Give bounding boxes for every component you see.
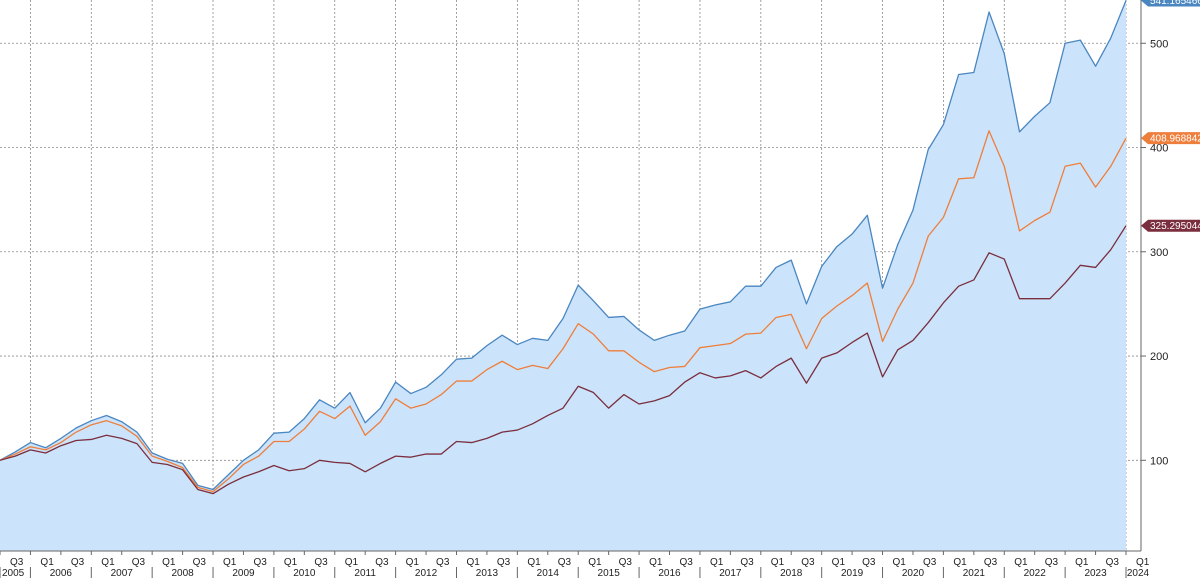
x-tick-quarter: Q1 — [710, 557, 724, 568]
y-tick-label: 100 — [1150, 455, 1168, 467]
y-tick-label: 400 — [1150, 143, 1168, 155]
x-tick-year: 2019 — [841, 568, 864, 578]
x-tick-quarter: Q3 — [680, 557, 694, 568]
area-fill — [0, 0, 1126, 551]
x-tick-quarter: Q3 — [253, 557, 267, 568]
last-value-tag-1: 541.165466 — [1141, 0, 1200, 7]
x-tick-quarter: Q3 — [132, 557, 146, 568]
tag-label: 408.968842 — [1150, 134, 1200, 145]
x-tick-year: 2014 — [537, 568, 560, 578]
y-tick-label: 200 — [1150, 351, 1168, 363]
x-tick-quarter: Q3 — [801, 557, 815, 568]
tag-label: 541.165466 — [1150, 0, 1200, 7]
x-tick-year: 2020 — [902, 568, 925, 578]
x-tick-quarter: Q3 — [862, 557, 876, 568]
area-fill-top-series — [0, 0, 1126, 551]
x-tick-year: 2023 — [1084, 568, 1107, 578]
x-tick-quarter: Q1 — [771, 557, 785, 568]
x-tick-year: 2021 — [963, 568, 986, 578]
x-tick-year: 2024 — [1127, 568, 1150, 578]
x-tick-quarter: Q1 — [466, 557, 480, 568]
x-tick-year: 2005 — [2, 568, 25, 578]
x-tick-quarter: Q3 — [923, 557, 937, 568]
x-tick-quarter: Q1 — [1075, 557, 1089, 568]
tag-label: 325.295044 — [1150, 221, 1200, 232]
x-tick-year: 2017 — [719, 568, 742, 578]
x-tick-year: 2016 — [658, 568, 681, 578]
x-tick-quarter: Q1 — [953, 557, 967, 568]
series-line-3 — [0, 225, 1127, 495]
x-tick-quarter: Q1 — [223, 557, 237, 568]
series-lines — [0, 0, 1127, 495]
x-tick-year: 2013 — [476, 568, 499, 578]
x-tick-year: 2008 — [171, 568, 194, 578]
tag-box — [1141, 219, 1200, 232]
x-tick-year: 2022 — [1024, 568, 1047, 578]
x-tick-quarter: Q1 — [284, 557, 298, 568]
x-tick-quarter: Q1 — [649, 557, 663, 568]
x-tick-year: 2007 — [111, 568, 134, 578]
tag-box — [1141, 0, 1200, 7]
x-tick-quarter: Q3 — [497, 557, 511, 568]
x-tick-quarter: Q3 — [740, 557, 754, 568]
x-tick-quarter: Q3 — [984, 557, 998, 568]
x-tick-quarter: Q3 — [1106, 557, 1120, 568]
x-tick-quarter: Q3 — [558, 557, 572, 568]
x-tick-quarter: Q1 — [893, 557, 907, 568]
x-tick-quarter: Q3 — [436, 557, 450, 568]
last-value-tag-3: 325.295044 — [1141, 219, 1200, 232]
x-tick-quarter: Q3 — [1045, 557, 1059, 568]
x-tick-quarter: Q3 — [10, 557, 24, 568]
y-tick-label: 500 — [1150, 38, 1168, 50]
x-tick-quarter: Q1 — [1136, 557, 1150, 568]
x-tick-year: 2018 — [780, 568, 803, 578]
y-axis-ticks: 100 200 300 400 500 — [1150, 38, 1168, 467]
x-tick-year: 2011 — [354, 568, 376, 578]
series-line-2 — [0, 130, 1127, 493]
x-tick-quarter: Q1 — [406, 557, 420, 568]
x-tick-quarter: Q3 — [619, 557, 633, 568]
last-value-tags: 541.165466 408.968842 325.295044 — [1141, 0, 1200, 232]
x-tick-quarter: Q1 — [588, 557, 602, 568]
x-tick-year: 2006 — [50, 568, 73, 578]
last-value-tag-2: 408.968842 — [1141, 132, 1200, 145]
x-tick-year: 2015 — [598, 568, 621, 578]
x-tick-quarter: Q1 — [162, 557, 176, 568]
x-tick-year: 2012 — [415, 568, 438, 578]
tag-box — [1141, 132, 1200, 145]
x-tick-quarter: Q1 — [527, 557, 541, 568]
x-tick-quarter: Q1 — [832, 557, 846, 568]
x-tick-quarter: Q1 — [40, 557, 54, 568]
x-tick-quarter: Q1 — [1014, 557, 1028, 568]
axes — [0, 0, 1146, 578]
x-tick-quarter: Q3 — [375, 557, 389, 568]
x-tick-quarter: Q1 — [101, 557, 115, 568]
x-tick-year: 2010 — [293, 568, 316, 578]
x-tick-year: 2009 — [232, 568, 255, 578]
x-axis-ticks: Q3 Q1 Q3 Q1 Q3 Q1 Q3 Q1 Q3 Q1 Q3 Q1 Q3 Q1 Q3 Q1 Q3 Q1 Q3 Q1… — [2, 557, 1150, 578]
x-tick-quarter: Q3 — [193, 557, 207, 568]
y-tick-label: 300 — [1150, 247, 1168, 259]
x-tick-quarter: Q3 — [71, 557, 85, 568]
series-line-1 — [0, 0, 1127, 491]
x-tick-quarter: Q1 — [345, 557, 359, 568]
x-tick-quarter: Q3 — [314, 557, 328, 568]
